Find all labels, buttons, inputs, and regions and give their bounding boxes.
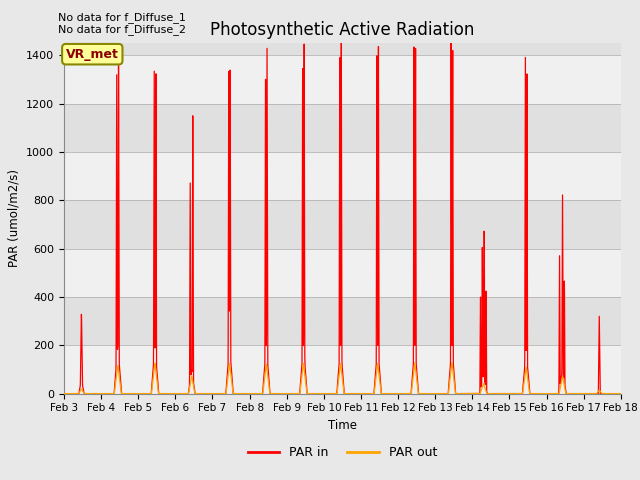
Text: No data for f_Diffuse_2: No data for f_Diffuse_2 [58,24,186,35]
X-axis label: Time: Time [328,419,357,432]
Title: Photosynthetic Active Radiation: Photosynthetic Active Radiation [210,21,475,39]
Bar [64,249,621,297]
Text: No data for f_Diffuse_1: No data for f_Diffuse_1 [58,12,186,23]
Legend: PAR in, PAR out: PAR in, PAR out [243,442,442,465]
Bar [64,152,621,200]
Text: VR_met: VR_met [66,48,119,60]
Bar [64,55,621,104]
Bar [64,345,621,394]
Y-axis label: PAR (umol/m2/s): PAR (umol/m2/s) [8,169,20,267]
